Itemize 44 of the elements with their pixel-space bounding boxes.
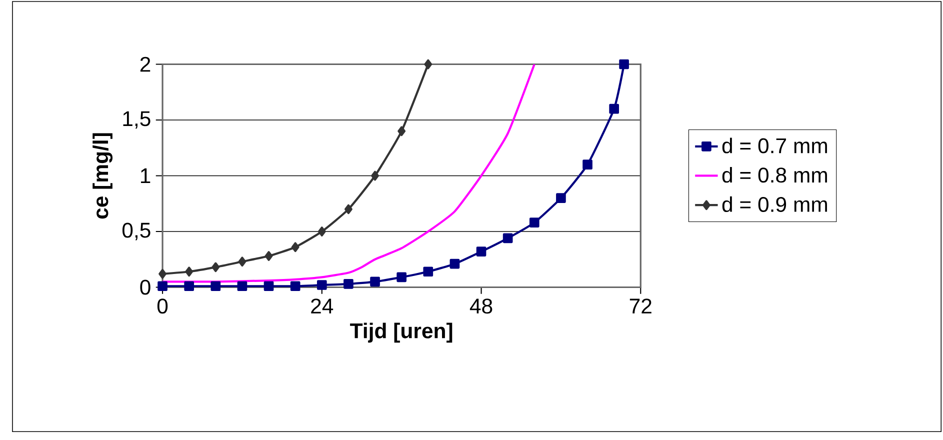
- point: [291, 242, 300, 252]
- point: [212, 262, 220, 272]
- point: [318, 226, 326, 236]
- point: [238, 256, 246, 267]
- point: [237, 281, 248, 292]
- legend-label: d = 0.9 mm: [722, 196, 827, 212]
- point: [619, 59, 629, 70]
- y-axis-title: ce [mg/l]: [92, 133, 113, 219]
- legend-label: d = 0.8 mm: [722, 167, 827, 183]
- x-tick-label: 72: [630, 298, 652, 314]
- point: [450, 258, 460, 269]
- y-tick-label: 1,5: [123, 111, 150, 129]
- x-axis-title: Tijd [uren]: [350, 322, 452, 343]
- point: [502, 233, 513, 244]
- point: [184, 281, 194, 292]
- point: [529, 218, 540, 228]
- point: [316, 280, 327, 290]
- point: [398, 126, 406, 136]
- y-tick-label: 0: [140, 280, 150, 295]
- point: [476, 246, 486, 257]
- point: [582, 160, 592, 170]
- x-tick-label: 48: [470, 298, 492, 314]
- point: [264, 251, 273, 261]
- y-tick-label: 2: [140, 56, 150, 72]
- point: [556, 193, 566, 203]
- y-tick-label: 1: [140, 168, 150, 184]
- point: [290, 281, 300, 292]
- point: [344, 204, 352, 214]
- point: [371, 170, 379, 181]
- point: [423, 266, 434, 277]
- point: [370, 276, 380, 287]
- point: [158, 268, 166, 279]
- point: [344, 279, 354, 289]
- y-tick-label: 0,5: [122, 222, 150, 240]
- point: [158, 281, 168, 292]
- point: [396, 272, 406, 282]
- point: [185, 266, 194, 277]
- point: [609, 104, 619, 114]
- point: [210, 281, 221, 292]
- point: [424, 59, 432, 70]
- x-tick-label: 24: [311, 298, 334, 314]
- x-tick-label: 0: [157, 298, 168, 314]
- point: [264, 281, 274, 292]
- legend-label: d = 0.7 mm: [722, 138, 827, 154]
